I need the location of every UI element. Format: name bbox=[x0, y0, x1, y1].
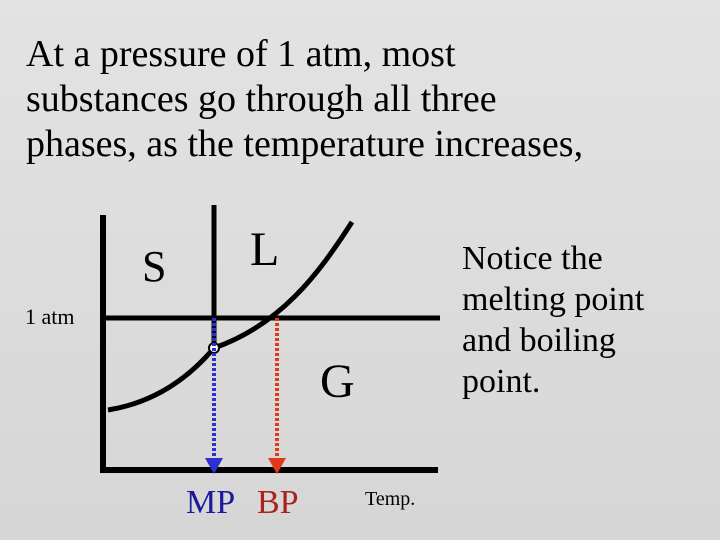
melting-point-arrowhead bbox=[205, 458, 223, 474]
boiling-point-label: BP bbox=[257, 484, 299, 521]
note-line-3: and boiling bbox=[462, 322, 616, 359]
phase-solid-label: S bbox=[142, 242, 166, 291]
heading-line-3: phases, as the temperature increases, bbox=[26, 123, 584, 165]
note-line-1: Notice the bbox=[462, 240, 603, 277]
slide-heading: At a pressure of 1 atm, most substances … bbox=[26, 32, 706, 167]
boiling-point-arrowhead bbox=[268, 458, 286, 474]
note-text: Notice the melting point and boiling poi… bbox=[462, 238, 712, 402]
pressure-label: 1 atm bbox=[25, 304, 75, 329]
melting-point-label: MP bbox=[186, 484, 235, 521]
note-line-4: point. bbox=[462, 363, 541, 400]
phase-liquid-label: L bbox=[250, 223, 279, 276]
x-axis-label: Temp. bbox=[365, 488, 415, 510]
sublimation-curve bbox=[107, 346, 216, 413]
vaporization-curve bbox=[213, 220, 355, 351]
phase-gas-label: G bbox=[320, 355, 355, 408]
heading-line-1: At a pressure of 1 atm, most bbox=[26, 33, 456, 75]
heading-line-2: substances go through all three bbox=[26, 78, 497, 120]
note-line-2: melting point bbox=[462, 281, 645, 318]
